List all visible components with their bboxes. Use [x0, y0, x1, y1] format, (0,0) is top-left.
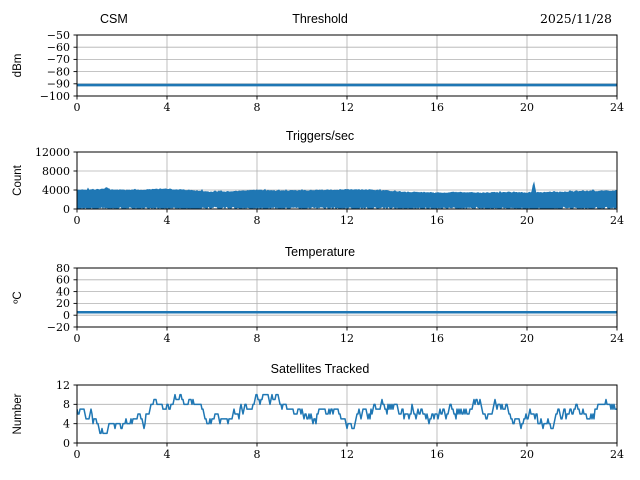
x-tick-label: 16	[430, 332, 444, 345]
y-tick-label: 40	[56, 285, 70, 298]
x-tick-label: 24	[610, 332, 624, 345]
y-tick-label: 8	[63, 398, 70, 411]
x-tick-label: 4	[164, 332, 171, 345]
y-axis-label-threshold: dBm	[12, 54, 24, 78]
date-label: 2025/11/28	[540, 11, 612, 26]
chart-title-satellites: Satellites Tracked	[271, 362, 370, 376]
ticks-temperature	[73, 267, 618, 331]
y-tick-label: 80	[56, 262, 70, 275]
series-satellites_tracked	[77, 393, 617, 435]
y-tick-label: 0	[63, 203, 70, 216]
x-tick-label: 24	[610, 101, 624, 114]
x-tick-label: 0	[74, 101, 81, 114]
x-tick-label: 4	[164, 214, 171, 227]
chart-triggers: 0 4 8 12 16 20 24 0 4000 8000 12000 Count Triggers/s…	[12, 129, 624, 227]
x-tick-label: 12	[340, 214, 354, 227]
y-tick-label: −50	[47, 29, 70, 42]
y-tick-label: 4000	[42, 184, 70, 197]
x-tick-label: 16	[430, 101, 444, 114]
y-tick-label: 60	[56, 274, 70, 287]
grid-threshold	[76, 34, 618, 97]
x-tick-label: 12	[340, 101, 354, 114]
x-tick-label: 20	[520, 448, 534, 461]
y-tick-label: −80	[47, 65, 70, 78]
y-tick-label: −70	[47, 53, 70, 66]
chart-title-triggers: Triggers/sec	[286, 129, 354, 143]
x-tick-label: 16	[430, 448, 444, 461]
ticks-satellites	[73, 384, 618, 447]
x-tick-label: 16	[430, 214, 444, 227]
series-triggers_per_sec	[77, 181, 617, 209]
chart-threshold: 0 4 8 12 16 20 24 −50−60−70−80−90−100 dBm Thresho…	[12, 11, 624, 114]
x-tick-label: 8	[254, 214, 261, 227]
x-tick-label: 0	[74, 332, 81, 345]
x-tick-label: 0	[74, 214, 81, 227]
chart-title-temperature: Temperature	[285, 245, 355, 259]
y-tick-label: 12000	[35, 146, 70, 159]
y-tick-label: 0	[63, 309, 70, 322]
x-tick-label: 20	[520, 214, 534, 227]
y-tick-label: 8000	[42, 165, 70, 178]
y-tick-label: 12	[56, 379, 70, 392]
ticks-threshold	[73, 34, 618, 100]
x-tick-label: 12	[340, 448, 354, 461]
chart-title-threshold: Threshold	[292, 12, 348, 26]
y-tick-label: 20	[56, 297, 70, 310]
y-axis-label-satellites: Number	[12, 393, 24, 434]
ticks-triggers	[73, 151, 618, 213]
x-tick-label: 24	[610, 448, 624, 461]
y-tick-label: −20	[47, 321, 70, 334]
x-tick-label: 0	[74, 448, 81, 461]
x-tick-label: 8	[254, 448, 261, 461]
y-tick-label: −90	[47, 78, 70, 91]
chart-satellites: 0 4 8 12 16 20 24 0 4 8 12 Number Satellites Tracked	[12, 362, 624, 461]
y-tick-label: −100	[40, 90, 70, 103]
y-tick-label: 0	[63, 437, 70, 450]
x-tick-label: 24	[610, 214, 624, 227]
y-axis-label-temperature: ºC	[12, 291, 24, 304]
y-axis-label-triggers: Count	[12, 164, 24, 195]
x-tick-label: 4	[164, 101, 171, 114]
x-tick-label: 12	[340, 332, 354, 345]
station-label: CSM	[100, 12, 128, 26]
series-group-triggers	[77, 181, 617, 209]
y-tick-label: 4	[63, 417, 70, 430]
x-tick-label: 20	[520, 332, 534, 345]
series-group-satellites	[77, 393, 617, 435]
grid-temperature	[76, 267, 618, 328]
y-tick-label: −60	[47, 41, 70, 54]
x-tick-label: 4	[164, 448, 171, 461]
x-tick-label: 8	[254, 332, 261, 345]
x-tick-label: 8	[254, 101, 261, 114]
x-tick-label: 20	[520, 101, 534, 114]
